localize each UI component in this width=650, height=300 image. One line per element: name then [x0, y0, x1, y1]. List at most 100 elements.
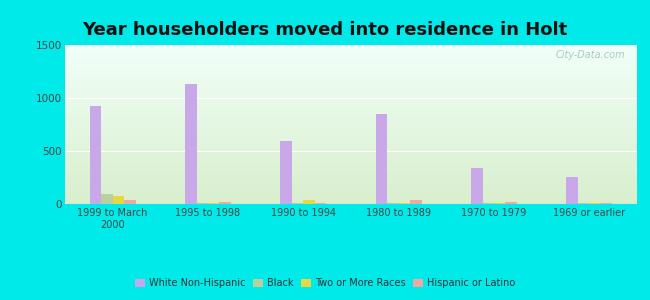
Bar [65, 105, 637, 107]
Bar [65, 164, 637, 166]
Bar [65, 191, 637, 193]
Bar [65, 94, 637, 96]
Bar [65, 202, 637, 204]
Bar [65, 134, 637, 136]
Bar [65, 194, 637, 196]
Bar [292, 203, 304, 204]
Bar [65, 144, 637, 145]
Bar [578, 203, 590, 204]
Bar [65, 59, 637, 61]
Bar [65, 110, 637, 112]
Bar [101, 194, 112, 204]
Bar [65, 196, 637, 198]
Bar [65, 131, 637, 132]
Legend: White Non-Hispanic, Black, Two or More Races, Hispanic or Latino: White Non-Hispanic, Black, Two or More R… [131, 274, 519, 292]
Bar [65, 172, 637, 174]
Bar [65, 169, 637, 171]
Bar [65, 160, 637, 161]
Bar [65, 70, 637, 72]
Bar [65, 48, 637, 50]
Bar [65, 53, 637, 55]
Bar [65, 178, 637, 180]
Bar [65, 50, 637, 51]
Bar [304, 200, 315, 204]
Text: Year householders moved into residence in Holt: Year householders moved into residence i… [83, 21, 567, 39]
Bar [65, 120, 637, 121]
Bar [65, 174, 637, 176]
Bar [65, 51, 637, 53]
Bar [65, 58, 637, 59]
Bar [65, 153, 637, 155]
Bar [65, 113, 637, 115]
Bar [65, 74, 637, 75]
Bar [65, 152, 637, 153]
Bar [65, 167, 637, 169]
Bar [65, 145, 637, 147]
Bar [65, 77, 637, 78]
Bar [220, 202, 231, 204]
Bar [65, 64, 637, 66]
Bar [410, 200, 422, 204]
Bar [65, 86, 637, 88]
Bar [65, 55, 637, 56]
Bar [90, 106, 101, 204]
Bar [65, 102, 637, 104]
Bar [65, 82, 637, 83]
Bar [65, 69, 637, 70]
Bar [65, 89, 637, 91]
Bar [376, 114, 387, 204]
Bar [398, 203, 410, 204]
Bar [65, 188, 637, 190]
Bar [65, 185, 637, 187]
Bar [65, 201, 637, 203]
Bar [65, 161, 637, 163]
Bar [65, 187, 637, 188]
Bar [65, 107, 637, 109]
Bar [65, 78, 637, 80]
Bar [65, 88, 637, 89]
Bar [65, 104, 637, 105]
Bar [65, 182, 637, 183]
Bar [65, 158, 637, 160]
Bar [65, 147, 637, 148]
Bar [112, 196, 124, 204]
Bar [65, 72, 637, 74]
Bar [65, 136, 637, 137]
Bar [482, 203, 494, 204]
Bar [65, 155, 637, 156]
Bar [590, 203, 601, 204]
Bar [65, 126, 637, 128]
Bar [65, 198, 637, 199]
Text: City-Data.com: City-Data.com [556, 50, 625, 60]
Bar [65, 101, 637, 102]
Bar [65, 148, 637, 150]
Bar [65, 199, 637, 201]
Bar [65, 67, 637, 69]
Bar [65, 137, 637, 139]
Bar [196, 203, 208, 204]
Bar [65, 80, 637, 82]
Bar [65, 128, 637, 129]
Bar [566, 177, 578, 204]
Bar [506, 202, 517, 204]
Bar [65, 91, 637, 93]
Bar [185, 84, 196, 204]
Bar [65, 112, 637, 113]
Bar [65, 123, 637, 124]
Bar [65, 115, 637, 116]
Bar [65, 46, 637, 48]
Bar [65, 99, 637, 101]
Bar [65, 142, 637, 144]
Bar [65, 62, 637, 64]
Bar [65, 140, 637, 142]
Bar [387, 203, 398, 204]
Bar [65, 75, 637, 77]
Bar [65, 176, 637, 177]
Bar [65, 129, 637, 131]
Bar [65, 180, 637, 182]
Bar [208, 203, 220, 204]
Bar [65, 121, 637, 123]
Bar [65, 133, 637, 134]
Bar [65, 124, 637, 126]
Bar [315, 203, 326, 204]
